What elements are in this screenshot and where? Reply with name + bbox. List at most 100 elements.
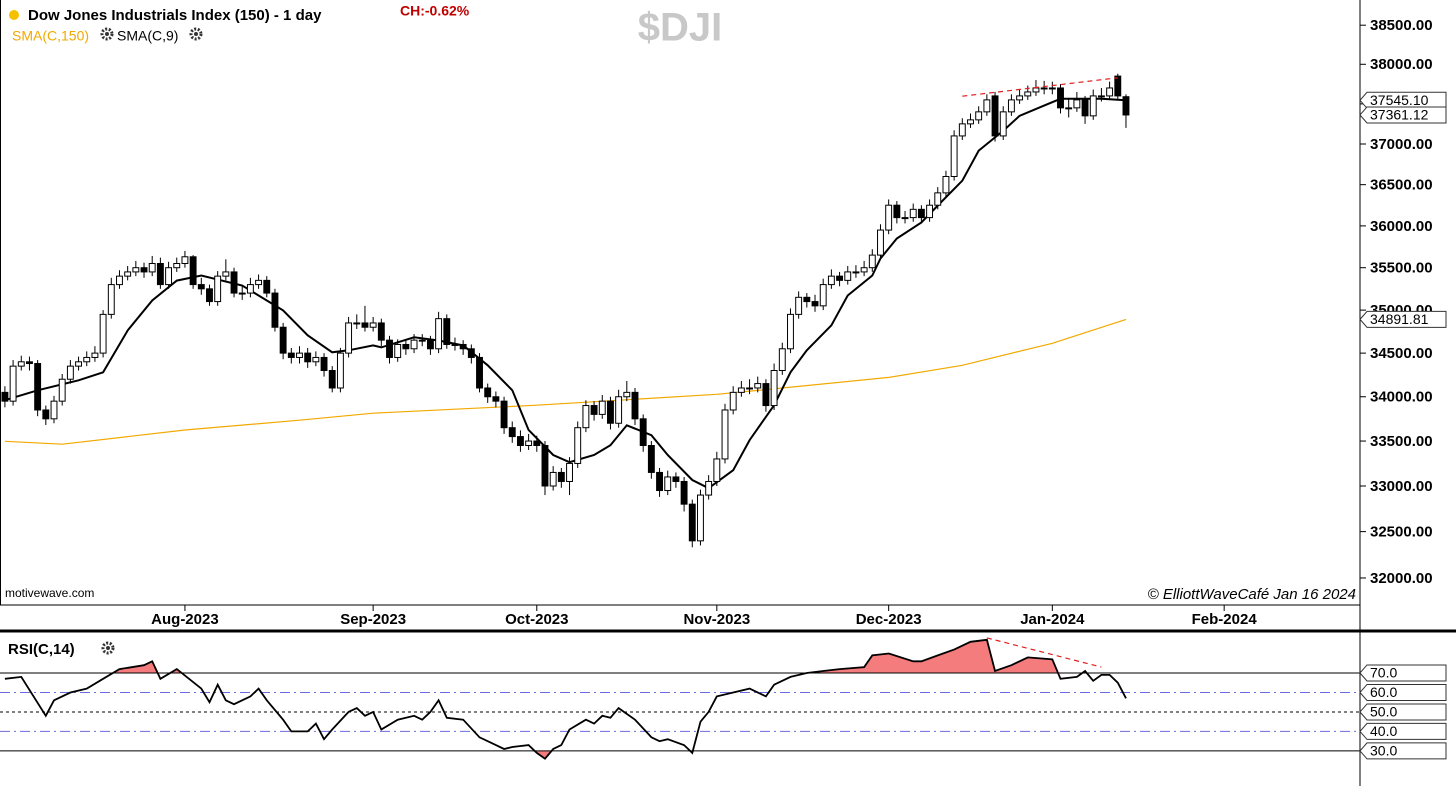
watermark: $DJI xyxy=(638,6,723,50)
candle-body xyxy=(336,352,344,389)
candle-body xyxy=(107,284,115,315)
y-tick-label: 37000.00 xyxy=(1370,136,1433,153)
candle-body xyxy=(860,267,868,273)
candle-body xyxy=(1114,75,1122,97)
candle-body xyxy=(795,296,803,315)
candle-body xyxy=(1089,95,1097,117)
candle-body xyxy=(958,123,966,137)
x-tick-label: Oct-2023 xyxy=(505,611,568,628)
candle-body xyxy=(1073,99,1081,109)
candle-body xyxy=(296,352,303,358)
candle-body xyxy=(181,256,189,264)
candle-body xyxy=(557,471,565,482)
value-label-box xyxy=(1359,742,1447,760)
candle-body xyxy=(721,409,729,460)
candle-body xyxy=(492,396,500,402)
candle-body xyxy=(623,391,631,398)
x-tick-label: Dec-2023 xyxy=(856,611,922,628)
candle-body xyxy=(476,356,483,389)
candle-body xyxy=(1,391,9,402)
candle-body xyxy=(1081,99,1089,117)
settings-icon[interactable] xyxy=(100,27,114,41)
candle-body xyxy=(377,322,385,341)
candle-body xyxy=(934,192,942,206)
value-label-box xyxy=(1359,664,1447,682)
candle-body xyxy=(279,326,287,354)
candle-body xyxy=(165,267,173,286)
candle-body xyxy=(443,318,451,345)
candle-body xyxy=(787,313,794,350)
rsi-title: RSI(C,14) xyxy=(8,641,75,658)
candle-body xyxy=(66,365,74,380)
candle-body xyxy=(484,387,492,398)
candle-body xyxy=(246,284,254,294)
candle-body xyxy=(770,369,778,407)
candle-body xyxy=(75,361,83,367)
candle-body xyxy=(598,400,606,415)
candle-body xyxy=(410,339,418,350)
candle-body xyxy=(156,262,164,286)
candle-body xyxy=(345,322,353,354)
close-value-label: 37361.12 xyxy=(1370,107,1429,123)
value-label-box xyxy=(1359,703,1447,721)
candle-body xyxy=(58,378,66,402)
candle-body xyxy=(287,352,295,358)
candle-body xyxy=(811,301,819,307)
candle-body xyxy=(762,383,770,407)
candle-body xyxy=(426,339,434,350)
candle-body xyxy=(901,217,909,220)
candle-body xyxy=(173,262,181,269)
candle-body xyxy=(197,284,205,290)
candle-body xyxy=(467,348,475,358)
candle-body xyxy=(909,208,917,219)
candle-body xyxy=(672,476,680,482)
candle-body xyxy=(17,361,25,367)
status-dot xyxy=(9,10,19,20)
change-label: CH:-0.62% xyxy=(400,3,470,19)
candle-body xyxy=(320,356,328,371)
candle-body xyxy=(451,343,459,346)
candle-body xyxy=(1032,87,1040,93)
candle-body xyxy=(1097,95,1105,98)
candle-body xyxy=(83,356,91,363)
candle-body xyxy=(746,387,754,390)
candle-body xyxy=(975,111,983,121)
settings-icon[interactable] xyxy=(101,641,115,655)
candle-body xyxy=(680,480,688,505)
candle-body xyxy=(778,348,786,371)
candle-body xyxy=(1122,96,1130,116)
candle-body xyxy=(877,229,884,256)
candle-body xyxy=(271,292,279,328)
sma-value-label: 34891.81 xyxy=(1370,311,1429,327)
candle-body xyxy=(140,267,148,273)
y-tick-label: 33000.00 xyxy=(1370,478,1433,495)
y-tick-label: 34000.00 xyxy=(1370,389,1433,406)
candle-body xyxy=(1106,87,1114,97)
candle-body xyxy=(729,391,737,411)
candle-body xyxy=(222,271,230,277)
candle-body xyxy=(983,99,991,113)
candle-body xyxy=(1024,91,1032,97)
candle-body xyxy=(525,440,533,447)
candle-body xyxy=(50,400,58,420)
candle-body xyxy=(189,256,197,286)
candle-body xyxy=(418,339,426,342)
candle-body xyxy=(328,369,336,389)
y-tick-label: 70.0 xyxy=(1370,665,1397,681)
candle-body xyxy=(206,288,213,303)
value-label-box xyxy=(1359,310,1447,328)
y-tick-label: 33500.00 xyxy=(1370,433,1433,450)
candle-body xyxy=(950,135,958,177)
y-tick-label: 32000.00 xyxy=(1370,570,1433,587)
candle-body xyxy=(885,204,893,231)
candle-body xyxy=(582,405,590,429)
candle-body xyxy=(590,405,598,415)
trendline xyxy=(962,77,1118,97)
candle-body xyxy=(868,254,876,269)
candle-body xyxy=(516,436,524,447)
y-tick-label: 50.0 xyxy=(1370,704,1397,720)
legend-entry: SMA(C,150) xyxy=(12,28,89,44)
settings-icon[interactable] xyxy=(189,27,203,41)
candle-body xyxy=(549,471,557,487)
